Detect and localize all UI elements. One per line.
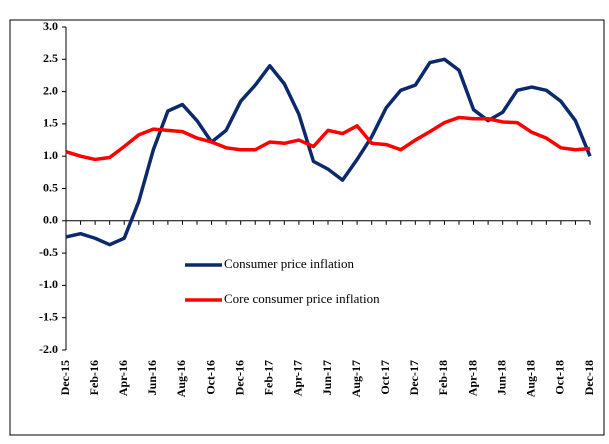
- x-tick-label: Dec-15: [58, 360, 72, 395]
- x-tick-label: Dec-17: [407, 360, 421, 395]
- line-series: [65, 57, 592, 247]
- legend-label: Core consumer price inflation: [224, 291, 380, 306]
- x-tick-label: Oct-18: [553, 360, 567, 395]
- x-tick-label: Apr-17: [291, 360, 305, 396]
- x-tick-label: Jun-17: [320, 360, 334, 395]
- y-tick-label: -1.5: [39, 309, 58, 323]
- x-tick-label: Jun-18: [494, 360, 508, 395]
- x-tick-label: Oct-16: [203, 360, 217, 395]
- x-tick-label: Feb-17: [262, 360, 276, 395]
- x-tick-label: Feb-18: [436, 360, 450, 395]
- x-tick-label: Aug-17: [349, 360, 363, 397]
- y-tick-label: 0.0: [43, 213, 58, 227]
- x-tick-label: Feb-16: [87, 360, 101, 395]
- y-tick-label: 1.5: [43, 116, 58, 130]
- legend-label: Consumer price inflation: [224, 256, 354, 271]
- x-tick-label: Dec-18: [582, 360, 596, 395]
- chart-frame: [9, 19, 605, 436]
- y-tick-label: 2.5: [43, 51, 58, 65]
- x-tick-label: Dec-16: [232, 360, 246, 395]
- x-tick-label: Oct-17: [378, 360, 392, 395]
- x-tick-label: Jun-16: [145, 360, 159, 395]
- y-tick-label: 0.5: [43, 180, 58, 194]
- x-tick-label: Apr-18: [465, 360, 479, 396]
- x-tick-label: Aug-18: [524, 360, 538, 397]
- y-tick-label: 3.0: [43, 19, 58, 33]
- x-tick-label: Apr-16: [116, 360, 130, 396]
- y-tick-label: -1.0: [39, 277, 58, 291]
- y-tick-label: -0.5: [39, 245, 58, 259]
- y-tick-label: 2.0: [43, 83, 58, 97]
- y-tick-label: 1.0: [43, 148, 58, 162]
- y-tick-label: -2.0: [39, 342, 58, 356]
- line-series: [65, 115, 591, 162]
- x-tick-label: Aug-16: [174, 360, 188, 397]
